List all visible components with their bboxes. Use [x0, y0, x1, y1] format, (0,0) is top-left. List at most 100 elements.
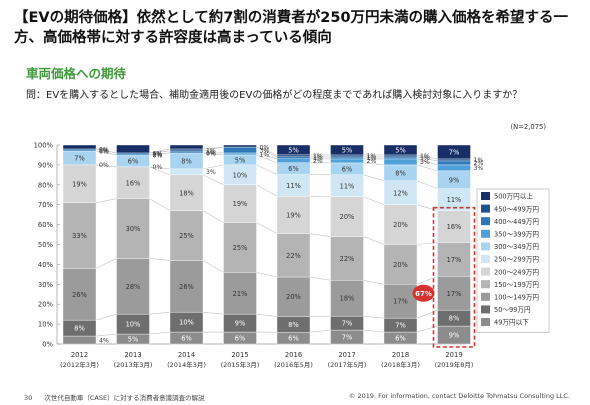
data-label: 0%	[99, 162, 109, 169]
legend-label: 300～349万円	[494, 243, 539, 251]
data-label: 26%	[179, 283, 194, 291]
bar-segment	[330, 196, 364, 237]
data-label: 6%	[181, 335, 191, 343]
legend-swatch	[481, 318, 490, 326]
data-label: 5%	[395, 146, 405, 154]
series-connector	[416, 309, 438, 319]
data-label: 8%	[74, 325, 84, 333]
data-label: 18%	[179, 189, 194, 197]
series-connector	[309, 195, 331, 198]
bar-segment	[169, 148, 204, 152]
bar-segment	[62, 164, 97, 203]
data-label: 6%	[288, 335, 298, 343]
data-label: 1%	[367, 153, 377, 160]
data-label: 20%	[393, 261, 408, 269]
series-connector	[95, 164, 117, 168]
x-tick-sublabel: (2013年3月)	[114, 360, 153, 369]
data-label: 25%	[233, 244, 248, 252]
series-connector	[363, 329, 385, 333]
data-label: 3%	[260, 147, 270, 154]
data-label: 22%	[286, 252, 301, 260]
data-label: 19%	[286, 211, 301, 219]
series-connector	[95, 258, 117, 269]
series-connector	[256, 313, 278, 317]
bar-segment	[116, 166, 150, 199]
headline: 【EVの期待価格】依然として約7割の消費者が250万円未満の購入価格を希望する一…	[14, 10, 569, 46]
data-label: 30%	[126, 225, 141, 233]
data-label: 0%	[260, 144, 270, 151]
series-connector	[149, 148, 171, 154]
bar-segment	[62, 335, 97, 345]
data-label: 1%	[367, 155, 377, 162]
highlight-badge-label: 67%	[415, 290, 432, 298]
legend-label: 150～199万円	[494, 281, 539, 289]
data-label: 25%	[179, 232, 194, 240]
data-label: 0%	[153, 152, 163, 159]
bar-segment	[169, 174, 204, 211]
series-connector	[256, 222, 278, 234]
data-label: 19%	[72, 180, 87, 188]
section-title: 車両価格への期待	[26, 66, 127, 81]
series-connector	[363, 162, 385, 166]
series-connector	[149, 311, 171, 315]
data-label: 17%	[393, 298, 408, 306]
series-connector	[309, 329, 331, 333]
legend-swatch	[481, 192, 490, 200]
legend-swatch	[481, 217, 490, 226]
data-label: 17%	[447, 256, 462, 264]
series-connector	[256, 146, 278, 158]
y-tick-label: 20%	[38, 301, 54, 309]
data-label: 5%	[128, 336, 138, 344]
data-label: 1%	[99, 147, 109, 154]
series-connector	[202, 260, 224, 273]
data-label: 7%	[74, 154, 84, 162]
bar-segment	[169, 168, 204, 176]
series-connector	[95, 150, 117, 156]
data-label: 0%	[206, 150, 216, 157]
series-connector	[202, 146, 224, 150]
y-tick-label: 90%	[38, 161, 54, 169]
bar-segment	[330, 236, 364, 281]
y-tick-label: 40%	[38, 261, 54, 269]
series-connector	[256, 164, 278, 175]
series-connector	[95, 333, 117, 337]
x-tick-sublabel: (2014年3月)	[167, 360, 206, 369]
data-label: 10%	[179, 319, 194, 327]
legend-swatch	[481, 229, 490, 238]
bar-segment	[276, 156, 311, 159]
data-label: 22%	[340, 255, 355, 263]
bar-segment	[437, 158, 471, 162]
data-label: 3%	[420, 159, 430, 166]
bar-segment	[276, 276, 311, 317]
x-tick-label: 2014	[178, 351, 195, 359]
series-connector	[363, 280, 385, 285]
y-tick-label: 30%	[38, 281, 54, 289]
bar-segment	[116, 144, 150, 154]
legend-swatch	[481, 292, 490, 301]
series-connector	[363, 236, 385, 245]
data-label: 11%	[447, 196, 462, 204]
data-label: 1%	[153, 151, 163, 158]
data-label: 8%	[288, 321, 298, 329]
data-label: 1%	[474, 157, 484, 164]
series-connector	[363, 174, 385, 182]
series-connector	[416, 180, 438, 190]
bar-segment	[330, 144, 364, 156]
data-label: 2%	[474, 160, 484, 167]
series-connector	[416, 164, 438, 172]
data-label: 20%	[393, 221, 408, 229]
bar-segment	[437, 276, 471, 311]
bar-segment	[276, 196, 311, 234]
series-connector	[149, 258, 171, 261]
data-label: 1%	[206, 149, 216, 156]
bar-segment	[383, 154, 418, 158]
series-connector	[416, 156, 438, 162]
legend-label: 350～399万円	[494, 231, 539, 239]
data-label: 2%	[313, 158, 323, 165]
series-connector	[149, 166, 171, 176]
page-number: 30	[24, 394, 33, 402]
bar-segment	[62, 148, 97, 152]
data-label: 16%	[126, 179, 141, 187]
data-label: 1%	[313, 155, 323, 162]
data-label: 5%	[342, 146, 352, 154]
